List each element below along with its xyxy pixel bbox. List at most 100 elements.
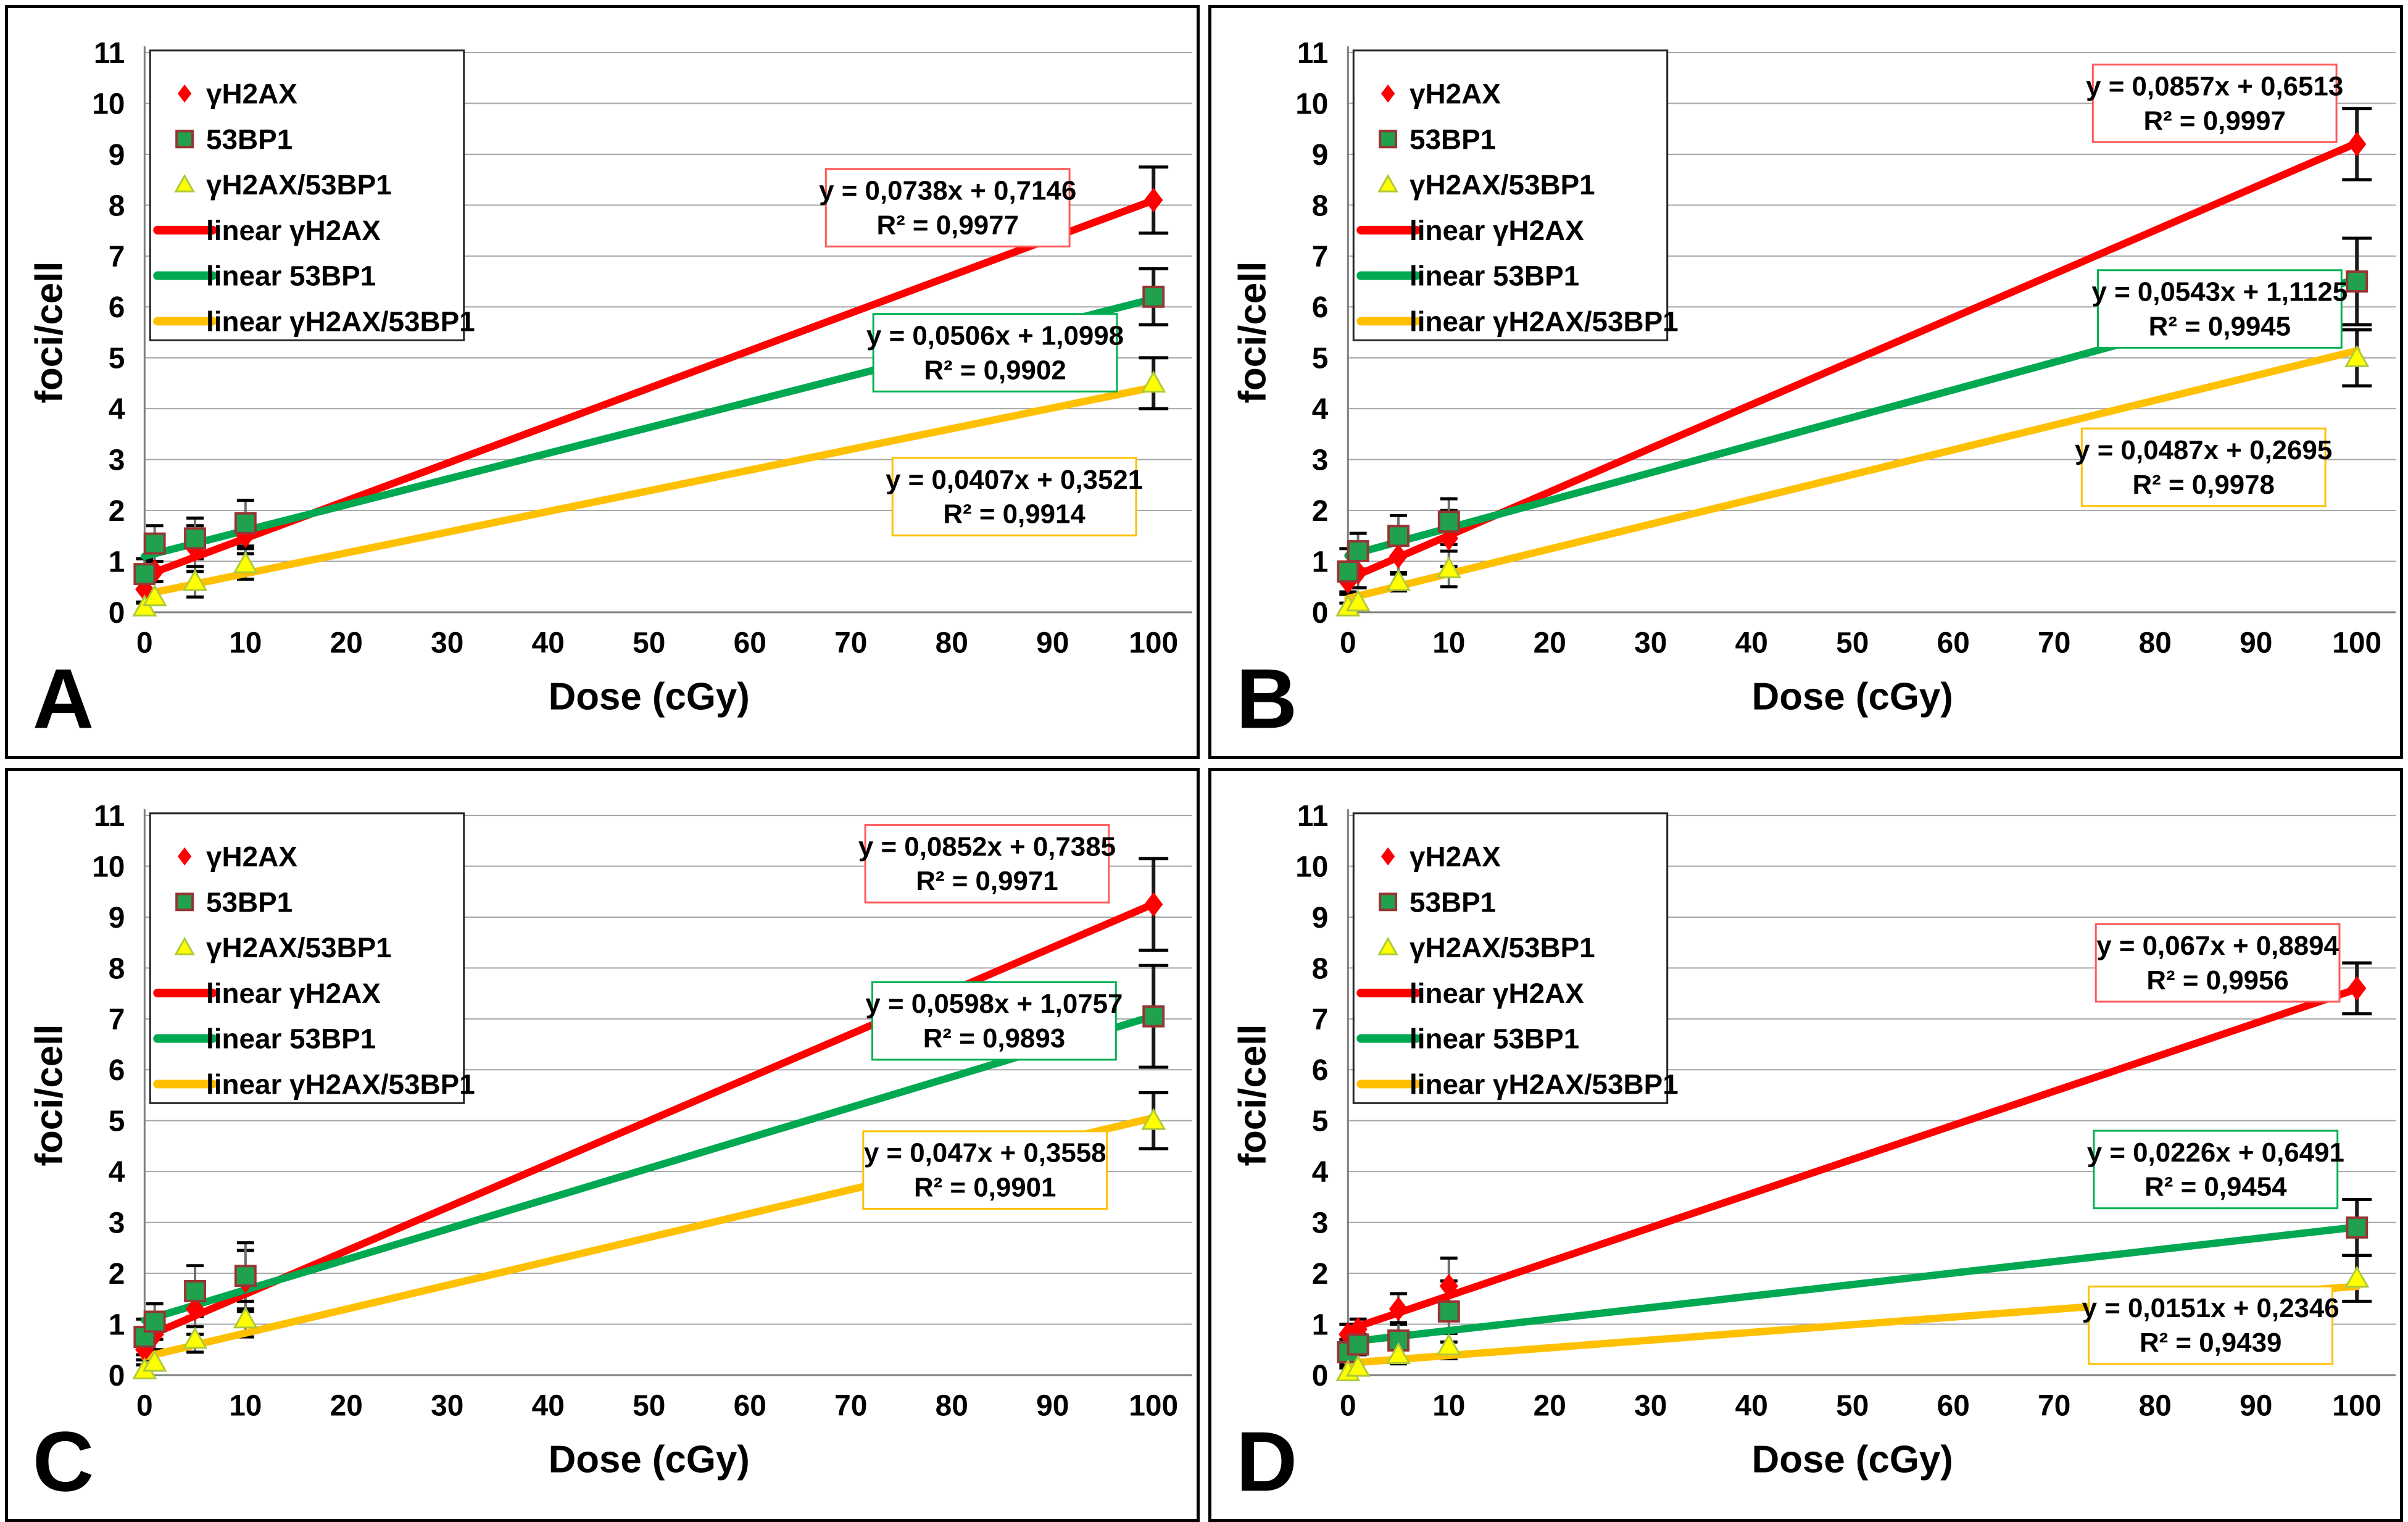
panel-A-chart: 0 1 2 3 4 5 6 7 8 9 10 11 0 10 20 30 40 50 60 70 80 90 100 Dose…: [28, 37, 1193, 746]
x-tick-label: 20: [330, 1390, 363, 1423]
y-tick-label: 10: [1295, 851, 1328, 884]
fit-r-squared: R² = 0,9978: [2133, 470, 2275, 500]
x-tick-label: 30: [431, 1390, 463, 1423]
fit-line-gold: [141, 383, 1158, 598]
x-tick-label: 60: [1937, 627, 1970, 660]
53bp1-point: [234, 512, 257, 534]
y-tick-label: 8: [109, 953, 125, 986]
y-tick-label: 5: [1312, 1105, 1329, 1138]
fit-r-squared: R² = 0,9977: [876, 210, 1018, 240]
gamma-h2ax-53bp1-point: [1345, 1355, 1371, 1377]
x-tick-label: 50: [1836, 627, 1869, 660]
x-axis-title: Dose (cGy): [1752, 1439, 1953, 1481]
x-tick-label: 70: [834, 1390, 867, 1423]
panel-C: 0 1 2 3 4 5 6 7 8 9 10 11 0 10 20 30 40 50 60 70 80 90 100 Dose…: [5, 768, 1200, 1522]
fit-line-green: [141, 1012, 1158, 1324]
x-tick-label: 50: [1836, 1390, 1869, 1423]
equation-box-green: [871, 981, 1117, 1061]
gamma-h2ax-53bp1-point: [1385, 1342, 1411, 1365]
y-tick-label: 8: [1312, 189, 1329, 222]
x-tick-label: 40: [532, 627, 565, 660]
x-tick-label: 80: [2139, 1390, 2172, 1423]
x-tick-label: 0: [1340, 627, 1356, 660]
x-tick-label: 0: [136, 627, 153, 660]
gamma-h2ax-53bp1-point: [2344, 1265, 2370, 1288]
x-tick-label: 20: [1534, 1390, 1566, 1423]
fit-r-squared: R² = 0,9902: [924, 355, 1066, 385]
y-tick-label: 0: [109, 597, 125, 630]
legend-label: 53BP1: [1410, 886, 1496, 918]
x-tick-label: 90: [2240, 627, 2272, 660]
legend-label: γH2AX: [206, 78, 297, 110]
equation-box-gold: [862, 1130, 1108, 1210]
gamma-h2ax-53bp1-point: [142, 584, 167, 607]
53bp1-point: [2346, 270, 2369, 293]
equation-box-red: [2095, 923, 2341, 1003]
y-tick-label: 0: [109, 1360, 125, 1392]
x-tick-label: 30: [1634, 627, 1667, 660]
y-tick-label: 9: [109, 139, 125, 172]
equation-box-green: [2096, 269, 2343, 349]
53bp1-point: [1379, 892, 1398, 912]
y-tick-label: 11: [1297, 800, 1329, 833]
x-tick-label: 70: [2038, 1390, 2070, 1423]
legend-label: linear 53BP1: [206, 1023, 376, 1055]
gamma-h2ax-53bp1-point: [174, 173, 195, 193]
y-tick-label: 5: [1312, 343, 1329, 375]
gamma-h2ax-point: [2348, 131, 2367, 157]
legend-label: γH2AX: [206, 841, 297, 873]
equation-box-red: [2091, 64, 2338, 143]
legend-label: linear γH2AX: [206, 214, 381, 246]
y-tick-label: 10: [1295, 88, 1328, 120]
x-tick-label: 10: [1432, 627, 1465, 660]
gamma-h2ax-53bp1-point: [233, 551, 258, 573]
fit-r-squared: R² = 0,9901: [914, 1173, 1056, 1203]
legend-label: 53BP1: [206, 123, 293, 155]
53bp1-point: [143, 532, 166, 555]
equation-box-green: [872, 313, 1118, 393]
53bp1-point: [175, 892, 194, 912]
y-tick-label: 11: [1297, 37, 1329, 70]
x-tick-label: 50: [633, 1390, 665, 1423]
y-tick-label: 4: [1312, 393, 1329, 426]
y-tick-label: 2: [1312, 495, 1329, 528]
y-tick-label: 3: [109, 1207, 125, 1240]
equation-box-gold: [891, 457, 1137, 537]
gamma-h2ax-53bp1-point: [182, 568, 208, 591]
x-tick-label: 90: [1036, 1390, 1069, 1423]
y-tick-label: 7: [1312, 241, 1329, 273]
gamma-h2ax-53bp1-point: [1345, 589, 1371, 612]
y-tick-label: 1: [1312, 1309, 1329, 1342]
x-tick-label: 60: [734, 1390, 766, 1423]
y-tick-label: 6: [109, 1054, 125, 1087]
fit-r-squared: R² = 0,9439: [2140, 1328, 2281, 1358]
y-tick-label: 5: [109, 1105, 125, 1138]
gamma-h2ax-53bp1-point: [142, 1349, 167, 1372]
legend-box: [149, 49, 465, 341]
legend-box: [149, 812, 465, 1105]
x-tick-label: 80: [936, 627, 968, 660]
53bp1-point: [1142, 285, 1165, 308]
fit-r-squared: R² = 0,9893: [923, 1023, 1065, 1054]
gamma-h2ax-53bp1-point: [1436, 1333, 1461, 1356]
x-tick-label: 40: [532, 1390, 565, 1423]
gamma-h2ax-point: [1144, 892, 1163, 917]
gamma-h2ax-53bp1-point: [174, 937, 195, 955]
fit-equation: y = 0,067x + 0,8894: [2096, 931, 2339, 961]
x-axis-title: Dose (cGy): [549, 1439, 750, 1481]
x-tick-label: 20: [1534, 627, 1566, 660]
53bp1-point: [1437, 1300, 1460, 1323]
x-tick-label: 70: [834, 627, 867, 660]
y-tick-label: 10: [92, 851, 125, 884]
y-tick-label: 6: [1312, 291, 1329, 324]
y-axis-title: foci/cell: [1232, 261, 1274, 403]
y-tick-label: 7: [109, 241, 125, 273]
y-tick-label: 4: [109, 1156, 125, 1189]
legend-label: linear 53BP1: [1410, 1023, 1579, 1055]
panel-C-chart: 0 1 2 3 4 5 6 7 8 9 10 11 0 10 20 30 40 50 60 70 80 90 100 Dose…: [28, 800, 1193, 1510]
fit-equation: y = 0,047x + 0,3558: [864, 1138, 1106, 1168]
x-tick-label: 80: [936, 1390, 968, 1423]
gamma-h2ax-53bp1-point: [233, 1306, 258, 1329]
y-tick-label: 8: [109, 189, 125, 222]
